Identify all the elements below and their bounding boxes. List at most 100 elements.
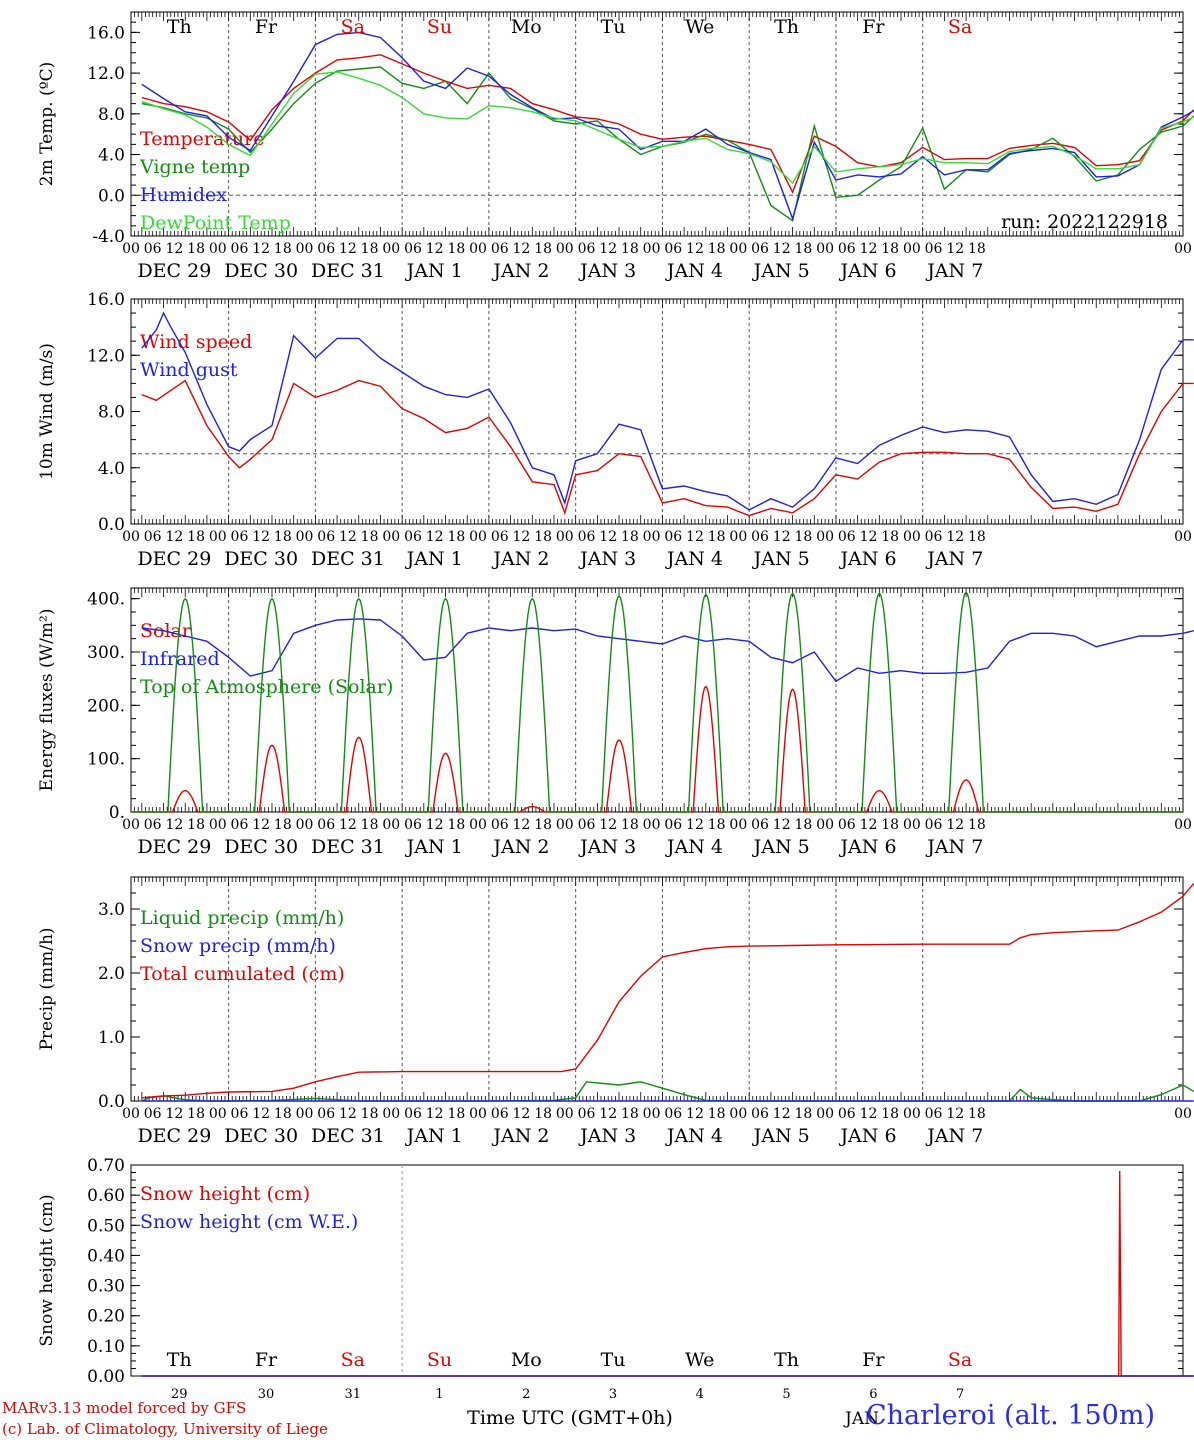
hour-tick-label: 12	[686, 241, 704, 257]
y-tick-label: 8.0	[98, 403, 125, 423]
y-tick-label: 0.00	[87, 1367, 125, 1387]
hour-tick-label: 06	[751, 1106, 769, 1122]
model-credits: MARv3.13 model forced by GFS (c) Lab. of…	[2, 1398, 328, 1440]
y-tick-label: 1.0	[98, 1028, 125, 1048]
weekday-label-bottom: Tu	[601, 1349, 626, 1371]
hour-tick-label: 18	[881, 1106, 899, 1122]
hour-tick-label: 06	[664, 817, 682, 833]
day-number-label: 4	[696, 1387, 704, 1402]
date-label: JAN 7	[925, 1125, 983, 1147]
hour-tick-label: 18	[968, 817, 986, 833]
hour-tick-label: 12	[686, 529, 704, 545]
hour-tick-label: 12	[165, 817, 183, 833]
date-label: JAN 2	[491, 548, 549, 570]
weekday-label-bottom: Th	[167, 1349, 192, 1371]
hour-tick-label: 12	[426, 241, 444, 257]
legend-entry: Humidex	[140, 184, 227, 206]
date-label: DEC 30	[224, 260, 298, 282]
y-axis-label: Snow height (cm)	[37, 1194, 57, 1346]
weekday-label-bottom: Mo	[511, 1349, 542, 1371]
panel-5: 0.00 0.10 0.20 0.30 0.40 0.50 0.60 0.70 Snow hei…	[37, 1156, 1194, 1387]
hour-tick-label: 00	[469, 241, 487, 257]
panel-1: -4.00.04.08.012.016.02m Temp. (ºC) Temper…	[37, 11, 1194, 282]
hour-tick-label: 12	[165, 1106, 183, 1122]
hour-tick-label: 06	[491, 241, 509, 257]
date-label: JAN 3	[578, 836, 636, 858]
hour-tick-label: 18	[447, 241, 465, 257]
run-label: run: 2022122918	[1001, 211, 1168, 233]
day-number-label: 5	[782, 1387, 790, 1402]
panel-3: 0.100.200.300.400.Energy fluxes (W/m²) So…	[37, 587, 1194, 858]
hour-tick-label: 12	[686, 1106, 704, 1122]
hour-tick-label: 18	[274, 817, 292, 833]
weekday-label-top: Th	[774, 16, 799, 38]
legend-entry: Wind gust	[140, 359, 238, 381]
date-label: JAN 3	[578, 1125, 636, 1147]
hour-tick-label: 12	[773, 1106, 791, 1122]
day-number-label: 29	[171, 1387, 188, 1402]
date-label: JAN 5	[752, 1125, 810, 1147]
hour-tick-label: 00	[903, 529, 921, 545]
day-number-label: 1	[435, 1387, 443, 1402]
hour-tick-label: 18	[708, 529, 726, 545]
hour-tick-label: 06	[925, 817, 943, 833]
date-label: JAN 7	[925, 836, 983, 858]
hour-tick-label: 00	[903, 241, 921, 257]
hour-tick-label: 00	[903, 1106, 921, 1122]
hour-tick-label: 00	[729, 241, 747, 257]
y-tick-label: 0.60	[87, 1186, 125, 1206]
hour-tick-label: 06	[664, 241, 682, 257]
hour-tick-label: 18	[881, 241, 899, 257]
hour-tick-label: 12	[252, 1106, 270, 1122]
y-axis-label: 10m Wind (m/s)	[37, 343, 57, 480]
hour-tick-label: 00	[729, 817, 747, 833]
date-label: DEC 30	[224, 548, 298, 570]
hour-tick-label: 06	[925, 1106, 943, 1122]
hour-tick-label: 06	[317, 241, 335, 257]
hour-tick-label: 12	[252, 529, 270, 545]
day-number-label: 30	[258, 1387, 275, 1402]
legend-entry: Snow height (cm)	[140, 1183, 310, 1205]
date-label: JAN 5	[752, 836, 810, 858]
hour-tick-label: 06	[231, 241, 249, 257]
hour-tick-label: 18	[881, 817, 899, 833]
hour-tick-label: 06	[751, 529, 769, 545]
date-label: JAN 4	[665, 1125, 723, 1147]
hour-tick-label: 12	[599, 529, 617, 545]
hour-tick-label: 00	[1174, 529, 1192, 545]
hour-tick-label: 00	[643, 241, 661, 257]
hour-tick-label: 00	[296, 241, 314, 257]
series-line-3	[131, 591, 1183, 813]
hour-tick-label: 00	[903, 817, 921, 833]
series-line-1	[141, 379, 1194, 517]
hour-tick-label: 18	[361, 1106, 379, 1122]
series-line-1	[141, 54, 1194, 194]
hour-tick-label: 12	[946, 817, 964, 833]
date-label: JAN 3	[578, 260, 636, 282]
date-label: JAN 7	[925, 548, 983, 570]
hour-tick-label: 00	[556, 241, 574, 257]
y-tick-label: 8.0	[98, 105, 125, 125]
y-tick-label: 400.	[87, 590, 125, 610]
y-tick-label: 0.0	[98, 515, 125, 535]
hour-tick-label: 18	[447, 817, 465, 833]
hour-tick-label: 12	[513, 1106, 531, 1122]
weekday-label-bottom: Sa	[341, 1349, 365, 1371]
y-axis-label: 2m Temp. (ºC)	[37, 62, 57, 187]
date-label: DEC 31	[311, 260, 385, 282]
series-line-3	[141, 882, 1194, 1099]
hour-tick-label: 00	[209, 1106, 227, 1122]
y-tick-label: 100.	[87, 750, 125, 770]
day-number-label: 31	[344, 1387, 361, 1402]
hour-tick-label: 12	[165, 241, 183, 257]
weekday-label-bottom: Sa	[948, 1349, 972, 1371]
y-tick-label: 300.	[87, 643, 125, 663]
hour-tick-label: 00	[296, 529, 314, 545]
hour-tick-label: 00	[643, 817, 661, 833]
date-label: JAN 6	[838, 260, 896, 282]
y-tick-label: 0.	[109, 803, 125, 823]
hour-tick-label: 18	[881, 529, 899, 545]
hour-tick-label: 00	[469, 817, 487, 833]
hour-tick-label: 00	[469, 529, 487, 545]
hour-tick-label: 06	[144, 529, 162, 545]
